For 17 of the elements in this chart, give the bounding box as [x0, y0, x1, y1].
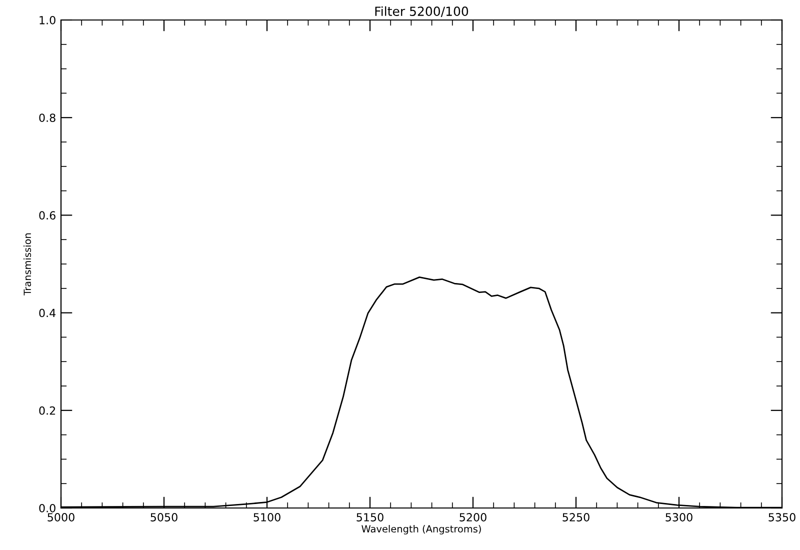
- x-tick-label: 5350: [768, 513, 796, 522]
- x-tick-label: 5000: [48, 513, 74, 522]
- x-tick-label: 5300: [666, 513, 692, 522]
- x-tick-label: 5050: [150, 513, 178, 522]
- x-axis-title: Wavelength (Angstroms): [362, 525, 481, 534]
- y-tick-label: 0.2: [39, 406, 56, 415]
- y-tick-label: 0.4: [39, 308, 56, 318]
- x-tick-label: 5150: [356, 513, 384, 522]
- x-tick-label: 5250: [562, 513, 590, 522]
- chart-title: Filter 5200/100: [375, 6, 468, 17]
- y-tick-label: 0.8: [39, 114, 56, 122]
- y-tick-label: 0.6: [39, 211, 56, 220]
- y-axis-title: Transmission: [24, 233, 32, 296]
- x-tick-label: 5200: [460, 513, 486, 522]
- y-tick-label: 0.0: [39, 504, 56, 512]
- y-tick-label: 1.0: [40, 16, 56, 24]
- x-tick-label: 5100: [254, 513, 280, 522]
